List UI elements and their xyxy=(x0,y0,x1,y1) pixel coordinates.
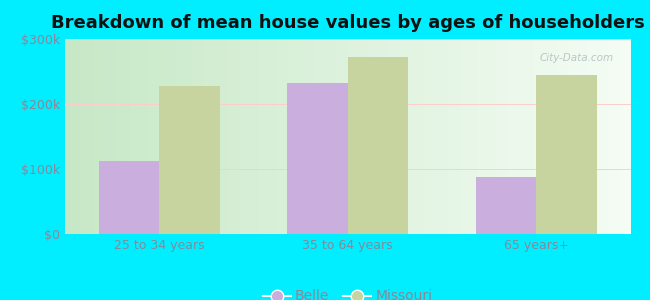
Bar xyxy=(536,75,597,234)
Bar xyxy=(287,83,348,234)
Bar xyxy=(476,177,536,234)
Bar xyxy=(159,86,220,234)
Text: City-Data.com: City-Data.com xyxy=(540,52,614,63)
Bar xyxy=(99,160,159,234)
Bar xyxy=(348,57,408,234)
Title: Breakdown of mean house values by ages of householders: Breakdown of mean house values by ages o… xyxy=(51,14,645,32)
Legend: Belle, Missouri: Belle, Missouri xyxy=(257,284,438,300)
